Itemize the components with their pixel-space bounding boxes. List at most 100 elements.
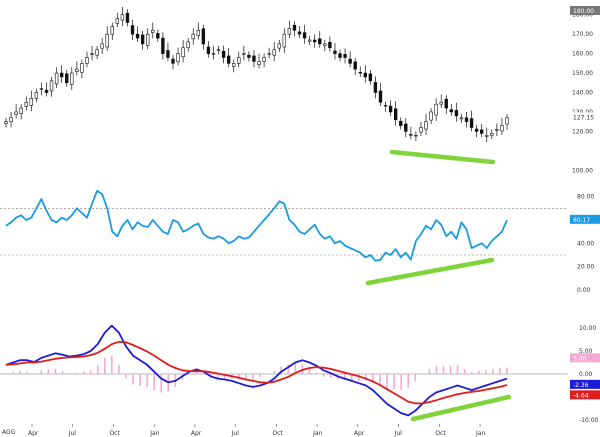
- candle-body: [44, 89, 49, 93]
- divergence-lines: [365, 149, 512, 422]
- signal-value-badge: -4.64: [573, 392, 589, 399]
- candle-body: [257, 61, 261, 65]
- candle-body: [262, 57, 266, 62]
- candle-body: [307, 39, 312, 42]
- candle-body: [302, 32, 307, 39]
- candle-body: [120, 14, 125, 21]
- candle-body: [4, 121, 8, 124]
- candle-body: [480, 129, 484, 134]
- price-tick-label: 180.00: [572, 12, 593, 19]
- candle-body: [95, 49, 99, 56]
- candle-body: [156, 33, 160, 39]
- candle-body: [151, 29, 155, 33]
- candle-body: [115, 18, 120, 24]
- candle-body: [444, 98, 448, 109]
- rsi-tick-label: 80.00: [577, 194, 594, 201]
- candle-body: [125, 12, 130, 23]
- price-top-badge: 180.00: [573, 8, 594, 15]
- candle-body: [130, 25, 135, 35]
- candle-body: [39, 88, 44, 90]
- candle-body: [358, 71, 362, 74]
- candle-body: [85, 57, 89, 64]
- candle-body: [135, 33, 140, 39]
- candle-body: [429, 111, 433, 121]
- x-axis-label: Jul: [394, 430, 403, 437]
- divergence-line: [389, 149, 496, 165]
- candle-body: [232, 63, 236, 67]
- candle-body: [226, 55, 231, 64]
- candle-body: [439, 101, 443, 105]
- last-price-label-bg: [570, 112, 600, 122]
- candle-body: [75, 68, 79, 72]
- candle-body: [505, 117, 509, 125]
- hist-value-badge-bg: [570, 353, 600, 363]
- candle-body: [70, 72, 74, 85]
- x-axis-label: Jul: [68, 430, 77, 437]
- signal-value-badge-bg: [570, 390, 600, 400]
- candle-body: [181, 47, 185, 58]
- macd-tick-label: 0.00: [579, 371, 593, 378]
- divergence-line: [410, 394, 512, 422]
- candle-body: [338, 53, 342, 58]
- candle-body: [49, 80, 54, 92]
- macd-value-badge: -2.36: [573, 382, 589, 389]
- candle-body: [34, 92, 39, 99]
- price-tick-label: 160.00: [572, 51, 593, 58]
- candle-body: [186, 41, 190, 49]
- candle-body: [383, 105, 388, 107]
- candle-body: [393, 108, 398, 121]
- rsi-value-badge-bg: [570, 214, 600, 224]
- candle-body: [388, 105, 393, 113]
- candle-body: [469, 118, 474, 128]
- price-tick-label: 170.00: [572, 31, 593, 38]
- rsi-value-badge: 60.17: [573, 217, 590, 224]
- candle-body: [323, 43, 327, 46]
- candle-body: [171, 58, 175, 64]
- candle-body: [24, 101, 28, 107]
- divergence-line: [365, 257, 495, 286]
- candle-body: [221, 50, 226, 58]
- candle-body: [252, 55, 256, 62]
- candle-body: [65, 73, 69, 84]
- candle-body: [363, 72, 367, 78]
- candle-body: [191, 33, 195, 40]
- candle-body: [409, 134, 413, 136]
- x-axis-label: Oct: [272, 430, 283, 437]
- candle-body: [292, 24, 297, 31]
- price-tick-label: 130.00: [572, 109, 593, 116]
- candle-body: [485, 134, 489, 137]
- candle-body: [459, 117, 464, 120]
- symbol-label: AGG: [2, 429, 16, 436]
- price-tick-label: 150.00: [572, 70, 593, 77]
- macd-tick-label: -10.00: [579, 417, 599, 424]
- candle-body: [490, 133, 494, 136]
- candle-body: [272, 49, 276, 56]
- x-axis: Apr Jul Oct Jan Apr Jul Oct Jan Apr Jul Oct Jan: [28, 424, 485, 437]
- candle-body: [59, 72, 64, 78]
- candle-body: [378, 90, 383, 103]
- candle-body: [161, 37, 165, 54]
- rsi-tick-label: 40.00: [577, 240, 594, 247]
- candle-body: [399, 120, 403, 126]
- candle-body: [110, 26, 114, 35]
- candle-body: [140, 34, 145, 45]
- candle-body: [9, 117, 13, 122]
- candle-body: [176, 53, 180, 63]
- candle-body: [216, 49, 221, 51]
- candle-body: [419, 127, 423, 133]
- candle-body: [414, 134, 418, 137]
- x-axis-label: Oct: [109, 430, 120, 437]
- x-axis-label: Jan: [149, 430, 159, 437]
- candle-body: [14, 111, 18, 115]
- macd-value-badge-bg: [570, 379, 600, 389]
- candle-body: [105, 33, 109, 48]
- x-axis-label: Jan: [475, 430, 485, 437]
- x-axis-label: Apr: [354, 430, 365, 437]
- candle-body: [434, 103, 438, 116]
- candle-body: [495, 129, 499, 131]
- x-axis-label: Apr: [191, 430, 202, 437]
- candle-body: [424, 121, 428, 130]
- candle-body: [206, 46, 211, 54]
- last-price-label: 127.15: [573, 114, 594, 121]
